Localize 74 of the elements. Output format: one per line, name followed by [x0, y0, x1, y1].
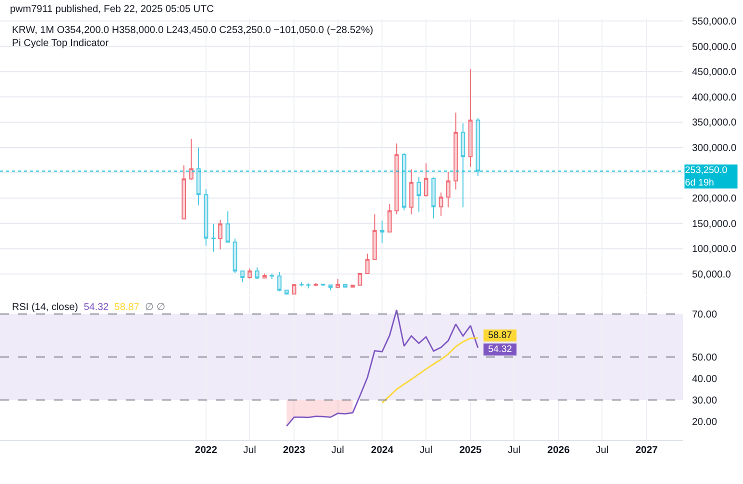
y-tick-label: 550,000.0 — [692, 16, 737, 28]
candlestick — [409, 168, 414, 215]
y-tick-label: 70.00 — [692, 310, 718, 321]
candlestick — [387, 204, 392, 234]
candlestick — [284, 289, 289, 295]
y-tick-label: 30.00 — [692, 396, 718, 407]
line-series — [381, 337, 479, 404]
line-series — [286, 309, 479, 427]
text: 54.32 — [84, 302, 109, 313]
candlestick — [402, 152, 406, 211]
candlestick — [226, 210, 230, 244]
candlestick — [438, 192, 444, 216]
candlestick — [372, 214, 377, 260]
text: 58.87 — [114, 302, 140, 313]
y-tick-label: 50.00 — [692, 352, 718, 364]
candlestick — [446, 171, 450, 208]
candlestick — [255, 266, 260, 280]
candlestick — [204, 188, 208, 246]
candlestick — [416, 176, 421, 212]
y-tick-label: 40.00 — [692, 374, 718, 386]
x-tick-label: Jul — [331, 445, 344, 456]
candlestick — [358, 273, 362, 286]
candlestick — [196, 147, 201, 206]
x-tick-label: 2026 — [547, 445, 570, 456]
candlestick — [270, 273, 274, 280]
candlestick — [336, 278, 340, 289]
x-tick-label: 2022 — [194, 445, 218, 456]
x-tick-label: 2025 — [459, 445, 482, 456]
candlestick — [240, 270, 245, 283]
x-tick-label: 2027 — [635, 445, 658, 456]
data-label: 54.32 — [488, 344, 512, 355]
y-tick-label: 300,000.0 — [692, 143, 737, 154]
candlestick — [218, 219, 222, 250]
text: RSI (14, close) — [12, 302, 78, 313]
candlestick — [277, 271, 282, 292]
x-tick-label: Jul — [596, 445, 609, 456]
y-tick-label: 350,000.0 — [692, 118, 737, 129]
y-tick-label: 200,000.0 — [692, 194, 737, 205]
text: KRW, 1M O354,200.0 H358,000.0 L243,450.0 C253,250.0 −101,050.0 (−28.52%) Pi Cycle Top Indicator — [12, 25, 374, 49]
y-tick-label: 150,000.0 — [692, 218, 737, 230]
data-label: 58.87 — [488, 330, 512, 341]
y-tick-label: 20.00 — [692, 417, 718, 428]
candlestick — [365, 253, 370, 274]
y-tick-label: 500,000.0 — [692, 42, 737, 53]
candlestick — [380, 220, 384, 244]
candlestick — [328, 284, 333, 291]
candlestick — [314, 282, 318, 287]
chart-title: pwm7911 published, Feb 22, 2025 05:05 UTC — [10, 4, 214, 15]
y-tick-label: 50,000.0 — [692, 270, 732, 280]
candlestick — [299, 282, 304, 287]
y-tick-label: 100,000.0 — [692, 244, 737, 256]
y-tick-label: 450,000.0 — [692, 67, 737, 78]
candlestick — [431, 176, 436, 219]
candlestick — [292, 284, 296, 295]
candlestick — [476, 118, 480, 177]
y-tick-label: 400,000.0 — [692, 92, 737, 104]
candlestick — [182, 164, 186, 220]
candlestick — [248, 268, 252, 280]
x-tick-label: 2024 — [371, 445, 394, 456]
candlestick — [460, 122, 466, 208]
candlestick — [394, 142, 399, 215]
x-tick-label: Jul — [243, 445, 256, 456]
candlestick — [211, 223, 216, 252]
ref-line-label: 253,250.0 6d 19h — [685, 165, 728, 188]
candlestick — [189, 138, 194, 180]
candlestick — [454, 112, 458, 190]
annotation: ∅ ∅ — [144, 302, 166, 313]
candlestick — [262, 273, 267, 280]
x-tick-label: Jul — [508, 445, 521, 456]
candlestick — [232, 238, 238, 274]
x-tick-label: Jul — [420, 445, 432, 456]
candlestick — [424, 162, 428, 198]
x-tick-label: 2023 — [282, 445, 306, 456]
candlestick — [306, 282, 310, 289]
